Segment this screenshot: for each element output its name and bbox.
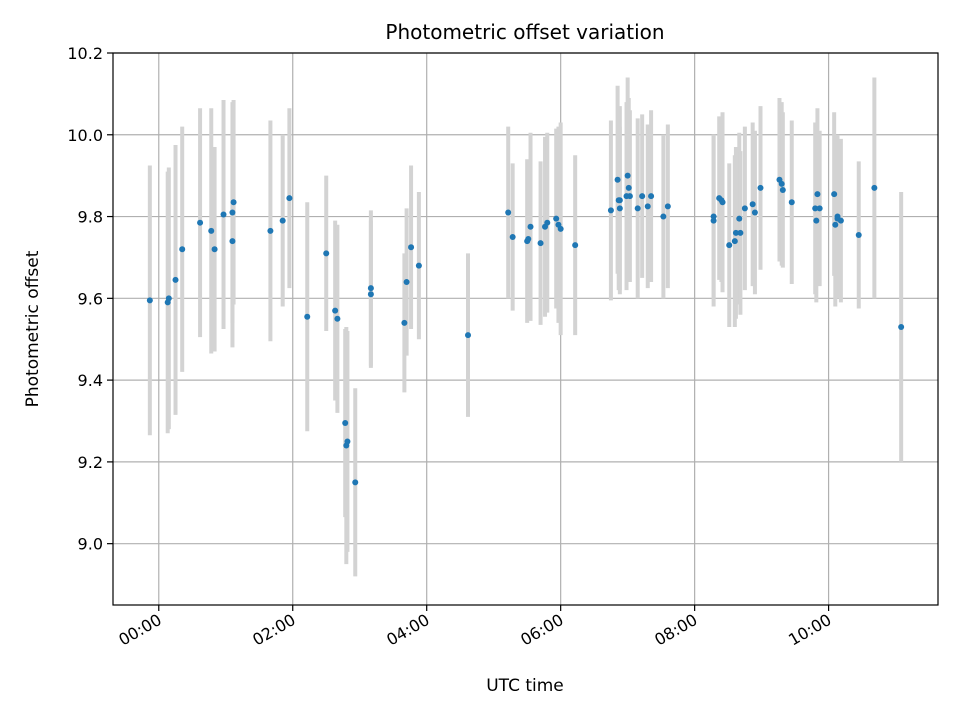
- data-point: [525, 236, 532, 243]
- data-point: [267, 227, 274, 234]
- data-point: [179, 246, 186, 253]
- data-point: [898, 323, 905, 330]
- data-point: [751, 209, 758, 216]
- data-point: [367, 291, 374, 298]
- data-point: [229, 238, 236, 245]
- data-point: [660, 213, 667, 220]
- x-axis-label: UTC time: [486, 676, 564, 696]
- data-point: [616, 205, 623, 212]
- data-point: [757, 184, 764, 191]
- data-point: [172, 276, 179, 283]
- data-point: [719, 199, 726, 206]
- data-point: [624, 172, 631, 179]
- y-tick-label: 9.8: [78, 208, 103, 227]
- data-point: [855, 231, 862, 238]
- data-points: [146, 172, 905, 486]
- data-point: [816, 205, 823, 212]
- x-tick-label: 04:00: [383, 610, 432, 650]
- data-point: [788, 199, 795, 206]
- plot-frame: [112, 52, 939, 606]
- data-point: [527, 223, 534, 230]
- data-point: [211, 246, 218, 253]
- data-point: [572, 242, 579, 249]
- data-point: [741, 205, 748, 212]
- y-tick-label: 10.0: [67, 126, 103, 145]
- data-point: [553, 215, 560, 222]
- data-point: [614, 176, 621, 183]
- data-point: [626, 193, 633, 200]
- data-point: [648, 193, 655, 200]
- data-point: [415, 262, 422, 269]
- data-point: [220, 211, 227, 218]
- y-tick-label: 9.6: [78, 289, 103, 308]
- data-point: [279, 217, 286, 224]
- x-tick-label: 10:00: [785, 610, 834, 650]
- data-point: [352, 479, 359, 486]
- data-point: [664, 203, 671, 210]
- data-point: [334, 315, 341, 322]
- data-point: [625, 184, 632, 191]
- data-point: [732, 229, 739, 236]
- data-point: [505, 209, 512, 216]
- y-tick-label: 9.4: [78, 371, 103, 390]
- data-point: [831, 191, 838, 198]
- data-point: [644, 203, 651, 210]
- data-point: [726, 242, 733, 249]
- data-point: [344, 438, 351, 445]
- data-point: [779, 186, 786, 193]
- data-point: [230, 199, 237, 206]
- x-tick-label: 08:00: [651, 610, 700, 650]
- y-tick-label: 9.2: [78, 453, 103, 472]
- data-point: [607, 207, 614, 214]
- data-point: [814, 191, 821, 198]
- data-point: [736, 215, 743, 222]
- data-point: [737, 229, 744, 236]
- data-point: [509, 234, 516, 240]
- data-point: [332, 307, 339, 314]
- error-bars: [147, 77, 904, 577]
- data-point: [537, 240, 544, 247]
- data-point: [832, 221, 839, 228]
- data-point: [367, 285, 374, 292]
- data-point: [304, 313, 311, 320]
- data-point: [146, 297, 153, 304]
- data-point: [812, 205, 819, 212]
- x-tick-label: 06:00: [517, 610, 566, 650]
- x-tick-label: 02:00: [249, 610, 298, 650]
- data-point: [197, 219, 204, 226]
- data-point: [323, 250, 330, 257]
- data-point: [710, 217, 717, 224]
- data-point: [229, 209, 236, 216]
- data-point: [778, 180, 785, 187]
- data-point: [634, 205, 641, 212]
- data-point: [165, 295, 172, 302]
- data-point: [813, 217, 820, 224]
- chart-title: Photometric offset variation: [385, 20, 664, 44]
- data-point: [408, 244, 415, 251]
- y-axis-label: Photometric offset: [23, 250, 43, 407]
- data-point: [871, 184, 878, 191]
- data-point: [837, 217, 844, 224]
- data-point: [557, 225, 564, 232]
- data-point: [749, 201, 756, 208]
- x-tick-label: 00:00: [115, 610, 164, 650]
- data-point: [403, 278, 410, 285]
- data-point: [639, 193, 646, 200]
- data-point: [342, 420, 349, 427]
- data-point: [465, 332, 472, 339]
- y-tick-label: 10.2: [67, 44, 103, 63]
- data-point: [401, 319, 408, 326]
- data-point: [616, 197, 623, 204]
- data-point: [731, 238, 738, 245]
- data-point: [544, 219, 551, 226]
- data-point: [208, 227, 215, 234]
- data-point: [286, 195, 293, 202]
- y-tick-label: 9.0: [78, 535, 103, 554]
